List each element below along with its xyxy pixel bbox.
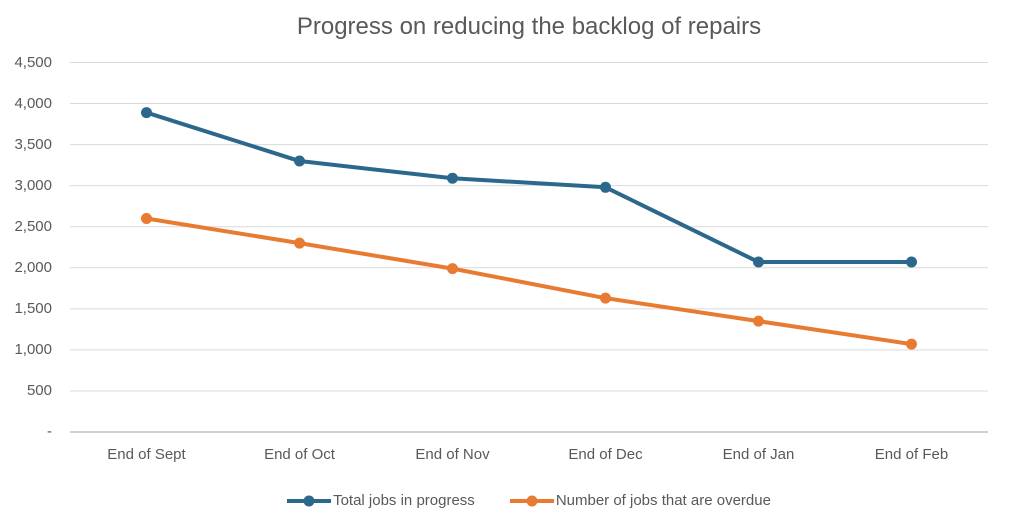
y-tick-label: - [47, 423, 52, 440]
series-line-1 [144, 216, 914, 347]
y-tick-label: 4,500 [14, 53, 52, 71]
legend-label: Total jobs in progress [333, 492, 475, 509]
legend-item-0: Total jobs in progress [287, 492, 475, 509]
data-point [753, 256, 764, 268]
data-point [447, 172, 458, 184]
y-tick-label: 1,500 [14, 299, 52, 317]
data-point [141, 213, 152, 225]
legend-line-marker-icon [509, 495, 554, 506]
x-tick-label: End of Oct [264, 446, 335, 463]
legend: Total jobs in progress Number of jobs tha… [70, 492, 988, 509]
y-tick-label: 1,000 [14, 340, 52, 358]
data-point [753, 315, 764, 327]
legend-label: Number of jobs that are overdue [555, 492, 771, 509]
x-tick-label: End of Nov [415, 446, 490, 463]
y-tick-label: 2,000 [14, 258, 52, 276]
y-tick-label: 2,500 [14, 217, 52, 235]
data-point [447, 263, 458, 275]
x-tick-label: End of Dec [568, 446, 643, 463]
x-tick-label: End of Jan [722, 446, 795, 463]
data-point [141, 107, 152, 119]
data-point [294, 237, 305, 249]
y-tick-label: 4,000 [14, 94, 52, 112]
legend-line-marker-icon [287, 495, 332, 506]
x-tick-label: End of Sept [107, 446, 186, 463]
data-point [600, 292, 611, 304]
chart-title: Progress on reducing the backlog of repa… [296, 13, 762, 40]
data-point [906, 256, 917, 268]
data-point [294, 155, 305, 167]
y-tick-label: 3,500 [14, 135, 52, 153]
y-tick-label: 3,000 [14, 176, 52, 194]
series-line-0 [144, 110, 914, 265]
y-tick-label: 500 [26, 381, 52, 399]
x-tick-label: End of Feb [874, 446, 949, 463]
legend-item-1: Number of jobs that are overdue [509, 492, 771, 509]
data-point [906, 338, 917, 350]
data-point [600, 181, 611, 193]
